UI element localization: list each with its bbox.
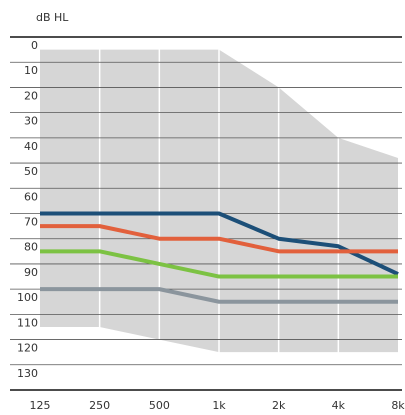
x-tick-label: 500 xyxy=(149,399,170,412)
series-line xyxy=(40,249,398,279)
y-tick-label: 0 xyxy=(31,39,38,52)
x-tick-label: 1k xyxy=(212,399,226,412)
y-tick-label: 70 xyxy=(24,216,38,229)
y-tick-label: 40 xyxy=(24,140,38,153)
series-line xyxy=(40,211,399,276)
x-tick-label: 125 xyxy=(30,399,51,412)
y-tick-label: 130 xyxy=(17,367,38,380)
y-tick-label: 100 xyxy=(17,291,38,304)
y-tick-label: 20 xyxy=(24,89,38,102)
y-tick-label: 90 xyxy=(24,266,38,279)
y-tick-label: 30 xyxy=(24,115,38,128)
series-line xyxy=(40,287,398,304)
x-tick-label: 2k xyxy=(272,399,286,412)
y-tick-label: 120 xyxy=(17,342,38,355)
y-tick-label: 10 xyxy=(24,64,38,77)
y-tick-label: 110 xyxy=(17,316,38,329)
x-tick-label: 4k xyxy=(332,399,346,412)
y-tick-label: 50 xyxy=(24,165,38,178)
y-axis-label: dB HL xyxy=(36,11,69,24)
y-tick-label: 80 xyxy=(24,241,38,254)
x-tick-label: 250 xyxy=(89,399,110,412)
x-tick-label: 8k xyxy=(391,399,405,412)
y-tick-label: 60 xyxy=(24,190,38,203)
series-line xyxy=(40,224,398,254)
